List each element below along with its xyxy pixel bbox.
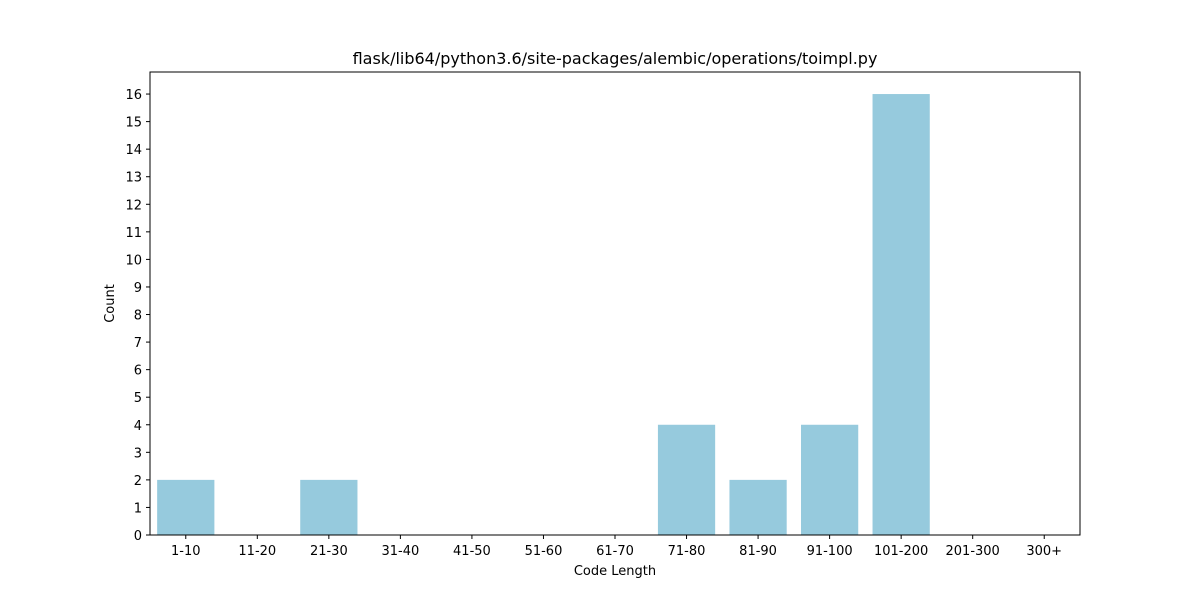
y-tick-label: 4 [134, 419, 142, 434]
bar-91-100 [801, 424, 859, 535]
x-tick-label: 21-30 [310, 544, 348, 559]
x-tick-label: 51-60 [525, 544, 563, 559]
y-tick-label: 12 [125, 198, 142, 213]
x-tick-label: 61-70 [596, 544, 634, 559]
bar-71-80 [657, 424, 716, 535]
y-tick-label: 13 [125, 171, 142, 186]
y-tick-label: 14 [125, 143, 142, 158]
y-tick-label: 7 [134, 336, 142, 351]
axes-layer: 1-10 11-20 21-30 31-40 41-50 51-60 61-70 71-80 8… [125, 71, 1081, 559]
bar-1-10 [157, 479, 215, 535]
y-tick-label: 9 [134, 281, 142, 296]
x-tick-label: 201-300 [946, 544, 1000, 559]
y-tick-label: 10 [125, 253, 142, 268]
chart-title: flask/lib64/python3.6/site-packages/alem… [353, 49, 878, 68]
bars-layer [157, 94, 930, 536]
x-tick-label: 300+ [1026, 544, 1062, 559]
x-tick-label: 11-20 [238, 544, 276, 559]
x-tick-label: 91-100 [807, 544, 853, 559]
x-tick-label: 101-200 [874, 544, 928, 559]
y-tick-label: 6 [134, 364, 142, 379]
y-tick-label: 11 [125, 226, 142, 241]
x-axis-label: Code Length [574, 564, 656, 579]
x-tick-label: 31-40 [381, 544, 419, 559]
y-tick-label: 16 [125, 88, 142, 103]
x-tick-label: 81-90 [739, 544, 777, 559]
x-tick-label: 1-10 [171, 544, 201, 559]
bar-101-200 [872, 94, 930, 536]
plot-frame [149, 71, 1081, 536]
bar-81-90 [729, 479, 787, 535]
x-tick-label: 71-80 [668, 544, 706, 559]
y-tick-label: 2 [134, 474, 142, 489]
y-tick-label: 1 [134, 501, 142, 516]
x-tick-label: 41-50 [453, 544, 491, 559]
y-tick-label: 0 [134, 529, 142, 544]
y-tick-label: 3 [134, 446, 142, 461]
y-tick-label: 5 [134, 391, 142, 406]
bar-21-30 [300, 479, 358, 535]
y-tick-label: 15 [125, 116, 142, 131]
y-axis-label: Count [103, 284, 118, 323]
y-tick-label: 8 [134, 309, 142, 324]
